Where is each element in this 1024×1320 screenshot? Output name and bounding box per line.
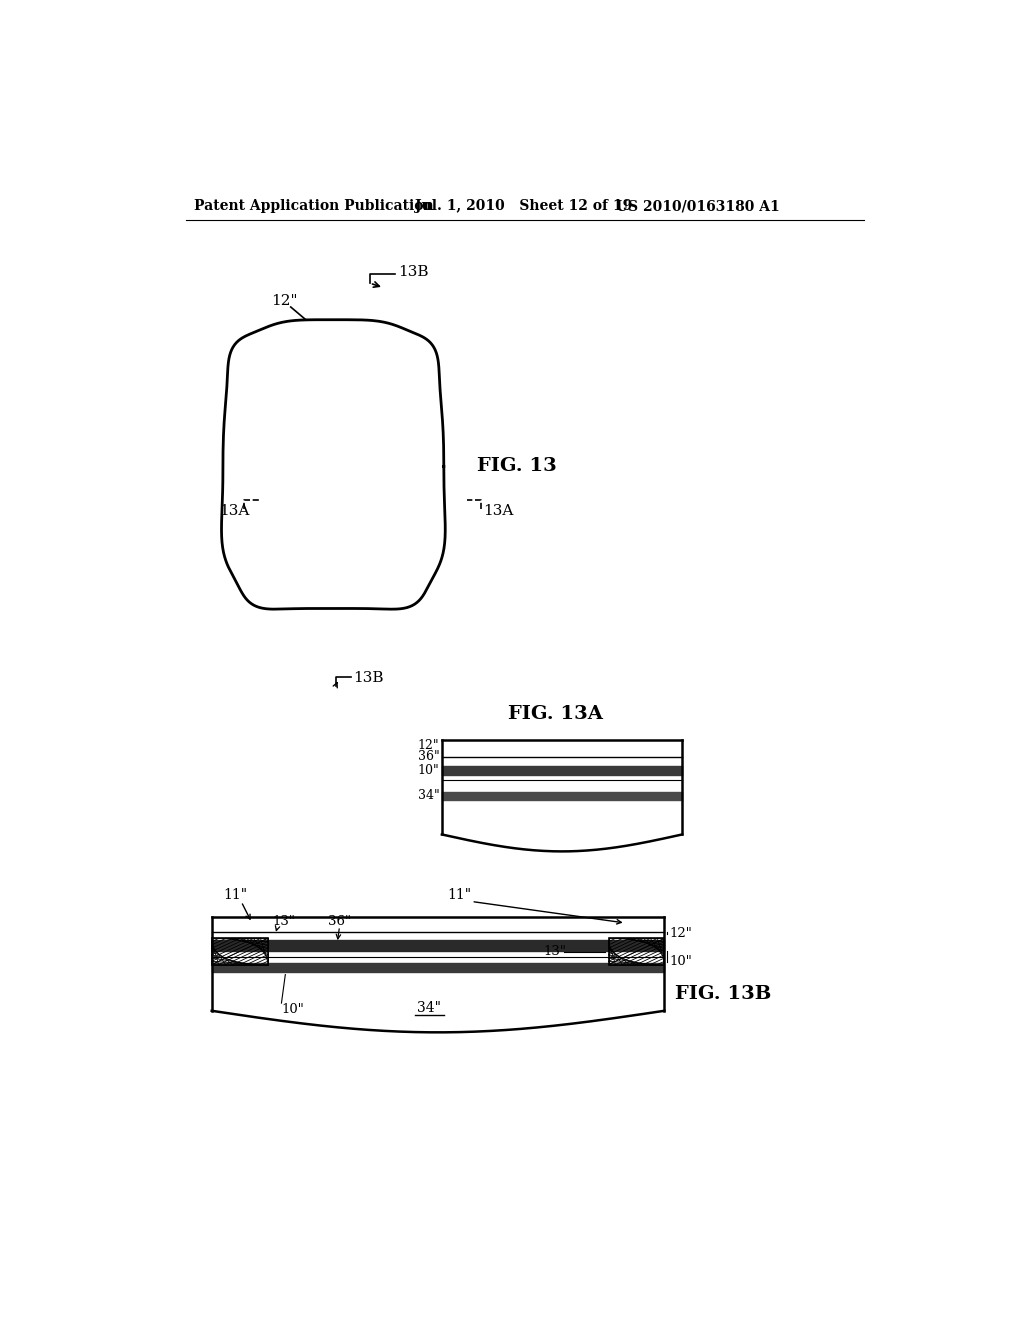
Text: FIG. 13A: FIG. 13A: [508, 705, 603, 723]
Text: 11": 11": [223, 888, 247, 903]
Text: 34": 34": [417, 1001, 440, 1015]
Text: FIG. 13B: FIG. 13B: [675, 985, 771, 1003]
Text: 10": 10": [282, 1003, 304, 1016]
Text: US 2010/0163180 A1: US 2010/0163180 A1: [616, 199, 780, 213]
Text: 13": 13": [543, 945, 566, 958]
Text: 36": 36": [418, 750, 439, 763]
Bar: [212, 939, 267, 965]
Text: 13A: 13A: [219, 504, 250, 517]
Text: 13": 13": [272, 915, 295, 928]
Text: 12": 12": [271, 294, 298, 308]
Text: 12": 12": [418, 739, 439, 752]
Text: Patent Application Publication: Patent Application Publication: [194, 199, 433, 213]
Text: 11": 11": [447, 888, 472, 903]
Text: 10": 10": [418, 764, 439, 777]
Text: 10": 10": [669, 954, 691, 968]
Text: 13A: 13A: [483, 504, 513, 517]
Text: 13B: 13B: [397, 265, 428, 280]
Text: 34": 34": [418, 789, 439, 803]
Bar: [608, 939, 665, 965]
Text: Jul. 1, 2010   Sheet 12 of 19: Jul. 1, 2010 Sheet 12 of 19: [415, 199, 632, 213]
Text: 36": 36": [328, 915, 351, 928]
Text: 12": 12": [669, 927, 691, 940]
Text: 13B: 13B: [352, 671, 383, 685]
Text: FIG. 13: FIG. 13: [477, 458, 556, 475]
